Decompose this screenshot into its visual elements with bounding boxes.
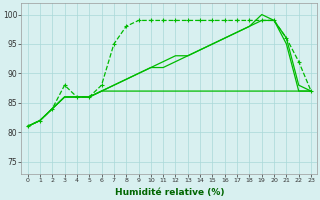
X-axis label: Humidité relative (%): Humidité relative (%) <box>115 188 224 197</box>
